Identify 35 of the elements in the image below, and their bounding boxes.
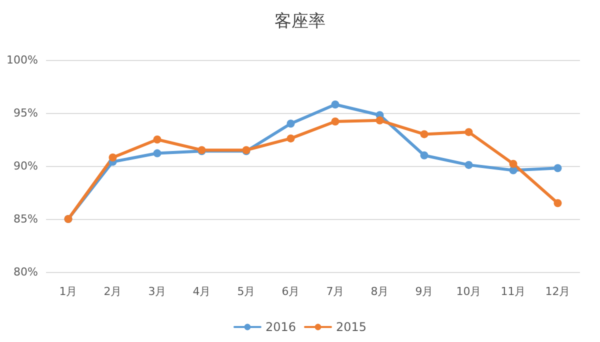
x-tick-label: 11月 bbox=[500, 285, 526, 298]
chart-title: 客座率 bbox=[274, 12, 326, 32]
x-tick-label: 4月 bbox=[192, 285, 211, 298]
y-tick-label: 80% bbox=[14, 266, 38, 278]
point bbox=[554, 199, 562, 208]
x-tick-label: 2月 bbox=[104, 285, 122, 298]
y-tick-label: 100% bbox=[6, 54, 38, 66]
point bbox=[464, 128, 473, 136]
x-tick-label: 3月 bbox=[148, 285, 166, 298]
point bbox=[464, 160, 473, 169]
point bbox=[554, 164, 562, 172]
x-tick-label: 9月 bbox=[415, 285, 434, 298]
point bbox=[420, 130, 428, 138]
y-tick-label: 85% bbox=[14, 212, 38, 226]
point bbox=[286, 134, 295, 142]
point bbox=[153, 149, 162, 158]
point bbox=[331, 100, 340, 109]
x-tick-label: 5月 bbox=[237, 285, 256, 298]
point bbox=[153, 136, 162, 144]
y-tick-label: 95% bbox=[14, 106, 38, 120]
point bbox=[108, 154, 117, 162]
point bbox=[420, 151, 428, 160]
x-tick-label: 7月 bbox=[326, 285, 344, 298]
y-tick-label: 90% bbox=[14, 160, 38, 172]
legend-label: 2016 bbox=[265, 320, 296, 334]
point bbox=[286, 120, 295, 128]
x-tick-label: 10月 bbox=[456, 285, 482, 298]
x-tick-label: 12月 bbox=[545, 285, 570, 298]
point bbox=[509, 160, 518, 168]
point bbox=[331, 117, 340, 126]
x-tick-label: 8月 bbox=[370, 285, 389, 298]
legend-label: 2015 bbox=[336, 320, 367, 334]
x-tick-label: 1月 bbox=[59, 285, 78, 298]
point bbox=[376, 116, 384, 124]
x-tick-label: 6月 bbox=[282, 285, 300, 298]
